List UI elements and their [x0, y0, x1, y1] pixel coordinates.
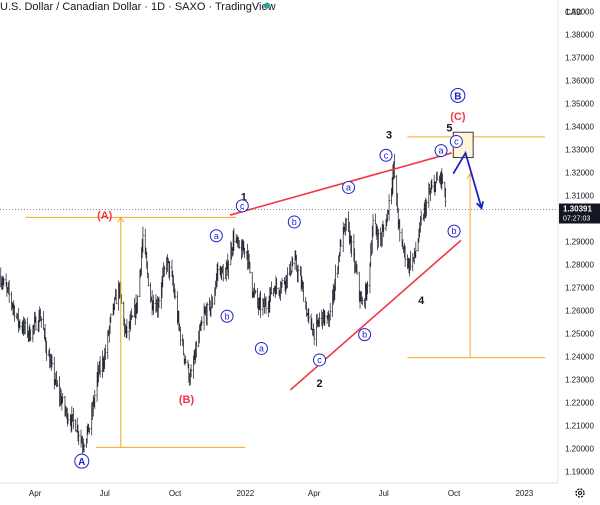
wave-label: c — [384, 150, 389, 160]
wave-label-circle — [74, 453, 90, 469]
wave-label: 4 — [418, 295, 425, 307]
live-status-dot — [264, 2, 270, 9]
settings-gear-icon[interactable] — [575, 488, 585, 498]
wave-label-circle — [220, 309, 234, 323]
wave-label-circle — [358, 328, 372, 342]
wave-label: c — [240, 201, 245, 211]
wave-label: b — [452, 226, 457, 236]
wave-label: 1 — [241, 192, 247, 204]
last-price-value: 1.30391 — [563, 205, 592, 214]
x-tick-label: Jul — [379, 489, 389, 498]
y-tick-label: 1.22000 — [565, 399, 594, 408]
wave-label: a — [259, 343, 264, 353]
y-tick-label: 1.31000 — [565, 192, 594, 201]
y-tick-label: 1.36000 — [565, 77, 594, 86]
wave-label-circle — [449, 134, 463, 148]
y-tick-label: 1.28000 — [565, 261, 594, 270]
wave-label: a — [214, 231, 219, 241]
projection-path — [452, 150, 483, 209]
wave-label: (C) — [450, 111, 466, 123]
currency-label: CAD — [565, 8, 582, 17]
y-tick-label: 1.33000 — [565, 146, 594, 155]
y-tick-label: 1.24000 — [565, 353, 594, 362]
y-tick-label: 1.19000 — [565, 468, 594, 477]
wave-label-circle — [254, 341, 268, 355]
wave-label: A — [78, 457, 85, 468]
wave-label-circle — [434, 144, 448, 158]
y-tick-label: 1.23000 — [565, 376, 594, 385]
wave-label-circle — [379, 148, 393, 162]
wave-label-circle — [450, 87, 466, 103]
y-tick-label: 1.34000 — [565, 123, 594, 132]
wave-label: 2 — [316, 378, 322, 390]
y-tick-label: 1.26000 — [565, 307, 594, 316]
wave-label: (A) — [97, 210, 113, 222]
last-price-badge — [559, 203, 600, 224]
chart-title: U.S. Dollar / Canadian Dollar · 1D · SAX… — [0, 1, 276, 13]
y-tick-label: 1.29000 — [565, 238, 594, 247]
wave-label-circle — [209, 229, 223, 243]
x-tick-label: 2023 — [515, 489, 533, 498]
wave-label: 5 — [446, 123, 452, 135]
wave-label-circle — [447, 224, 461, 238]
wave-label-circle — [342, 180, 356, 194]
y-tick-label: 1.27000 — [565, 284, 594, 293]
wave-label-circle — [313, 353, 327, 367]
wave-label: c — [317, 355, 322, 365]
y-tick-label: 1.32000 — [565, 169, 594, 178]
x-tick-label: Apr — [308, 489, 321, 498]
wave-label: B — [454, 91, 461, 102]
wave-label: a — [346, 182, 351, 192]
y-tick-label: 1.38000 — [565, 31, 594, 40]
y-tick-label: 1.35000 — [565, 100, 594, 109]
x-tick-label: 2022 — [236, 489, 254, 498]
wave-label: b — [225, 311, 230, 321]
y-tick-label: 1.39000 — [565, 8, 594, 17]
bar-countdown: 07:27:03 — [563, 216, 590, 223]
wave-label-circle — [287, 215, 301, 229]
time-axis[interactable]: Apr Jul Oct 2022 Apr Jul Oct 2023 — [29, 489, 534, 498]
y-tick-label: 1.37000 — [565, 54, 594, 63]
wave-label: c — [454, 136, 459, 146]
x-tick-label: Oct — [448, 489, 461, 498]
y-tick-label: 1.25000 — [565, 330, 594, 339]
x-tick-label: Oct — [169, 489, 182, 498]
wave-label: b — [362, 330, 367, 340]
price-series — [0, 153, 447, 457]
level-a-arrow-head — [117, 216, 125, 223]
wave-label: a — [439, 146, 444, 156]
wave-label-circle — [235, 199, 249, 213]
projection — [452, 150, 484, 210]
upper-wedge-line — [229, 152, 452, 216]
y-tick-label: 1.20000 — [565, 445, 594, 454]
wave-label: (B) — [179, 394, 195, 406]
x-tick-label: Apr — [29, 489, 42, 498]
y-tick-label: 1.21000 — [565, 422, 594, 431]
x-tick-label: Jul — [100, 489, 110, 498]
wave-label: b — [292, 217, 297, 227]
wave-label: 3 — [386, 130, 392, 142]
price-axis[interactable]: 1.39000 1.38000 1.37000 1.36000 1.35000 1.340… — [565, 8, 594, 477]
projection-arrowhead — [475, 201, 484, 210]
